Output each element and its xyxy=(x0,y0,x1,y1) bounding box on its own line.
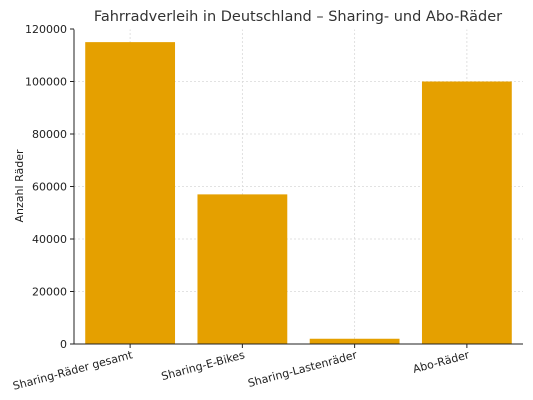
y-tick-label: 80000 xyxy=(32,128,67,141)
bars xyxy=(85,42,512,344)
y-tick-label: 0 xyxy=(60,338,67,351)
y-ticks: 0 20000 40000 60000 80000 100000 120000 xyxy=(25,23,74,351)
y-tick-label: 120000 xyxy=(25,23,67,36)
bar xyxy=(421,81,512,344)
y-tick-label: 40000 xyxy=(32,233,67,246)
chart-title: Fahrradverleih in Deutschland – Sharing-… xyxy=(94,9,502,25)
x-tick-label: Sharing-Räder gesamt xyxy=(11,348,134,393)
y-tick-label: 100000 xyxy=(25,76,67,89)
x-tick-label: Abo-Räder xyxy=(411,348,471,376)
y-axis-label: Anzahl Räder xyxy=(13,149,26,222)
x-ticks: Sharing-Räder gesamt Sharing-E-Bikes Shari… xyxy=(11,344,471,393)
x-tick-label: Sharing-E-Bikes xyxy=(160,348,247,383)
x-tick-label: Sharing-Lastenräder xyxy=(246,348,358,390)
bar xyxy=(309,338,400,344)
y-tick-label: 60000 xyxy=(32,181,67,194)
bar xyxy=(85,42,176,344)
y-tick-label: 20000 xyxy=(32,286,67,299)
bar xyxy=(197,194,288,344)
